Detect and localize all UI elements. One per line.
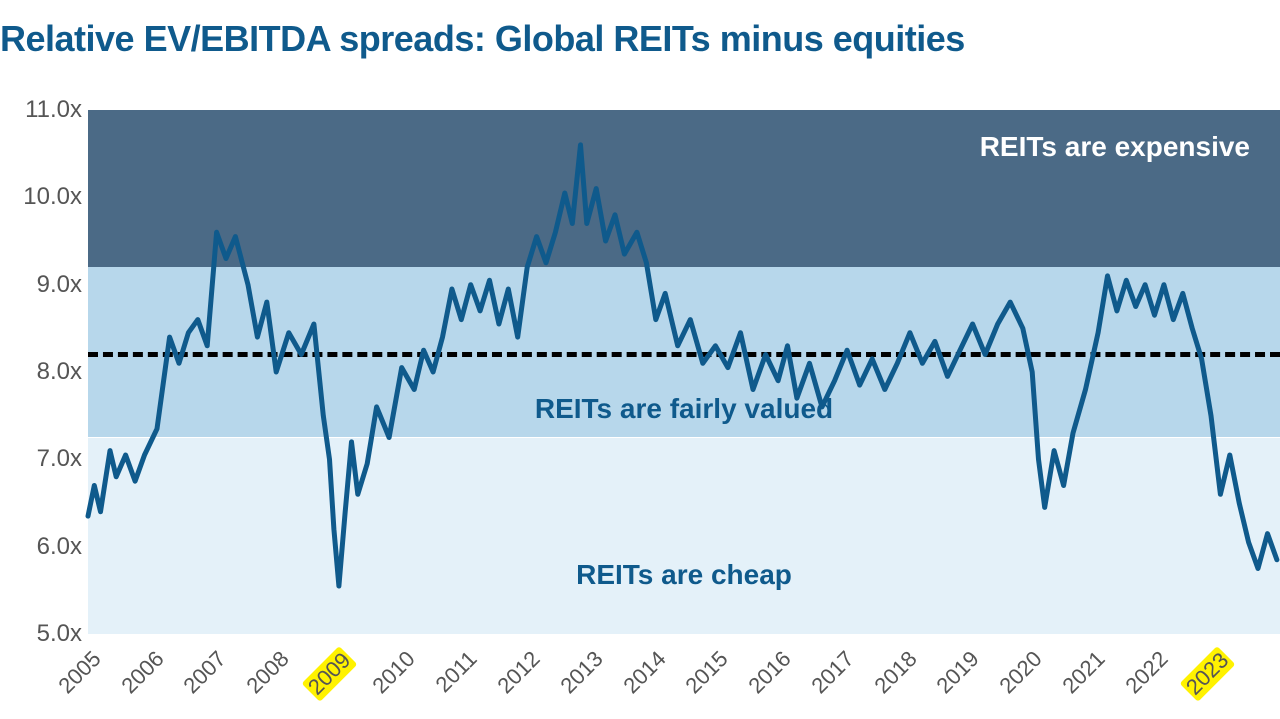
x-tick-label: 2012 xyxy=(493,646,546,699)
x-tick-label: 2015 xyxy=(681,646,734,699)
plot-area: REITs are expensiveREITs are fairly valu… xyxy=(88,110,1280,634)
y-tick-label: 10.0x xyxy=(0,183,82,211)
x-tick-label: 2019 xyxy=(932,646,985,699)
data-series-line xyxy=(88,110,1280,634)
x-tick-label: 2011 xyxy=(431,646,483,698)
x-tick-label: 2017 xyxy=(806,646,859,699)
y-tick-label: 7.0x xyxy=(0,445,82,473)
chart-container: REITs are expensiveREITs are fairly valu… xyxy=(0,0,1280,719)
x-tick-label: 2010 xyxy=(367,646,420,699)
x-tick-label: 2020 xyxy=(994,646,1047,699)
y-tick-label: 11.0x xyxy=(0,96,82,124)
x-tick-label: 2005 xyxy=(53,646,106,699)
x-tick-label: 2008 xyxy=(242,646,295,699)
x-tick-label: 2007 xyxy=(179,646,232,699)
x-tick-label-highlighted: 2009 xyxy=(301,646,357,702)
x-tick-label: 2013 xyxy=(555,646,608,699)
y-tick-label: 9.0x xyxy=(0,271,82,299)
y-tick-label: 8.0x xyxy=(0,358,82,386)
x-tick-label: 2018 xyxy=(869,646,922,699)
y-tick-label: 5.0x xyxy=(0,620,82,648)
x-tick-label: 2022 xyxy=(1120,646,1173,699)
x-tick-label: 2006 xyxy=(116,646,169,699)
x-tick-label: 2021 xyxy=(1057,646,1110,699)
x-tick-label: 2014 xyxy=(618,646,671,699)
x-tick-label: 2016 xyxy=(743,646,796,699)
y-tick-label: 6.0x xyxy=(0,533,82,561)
x-tick-label-highlighted: 2023 xyxy=(1180,646,1236,702)
